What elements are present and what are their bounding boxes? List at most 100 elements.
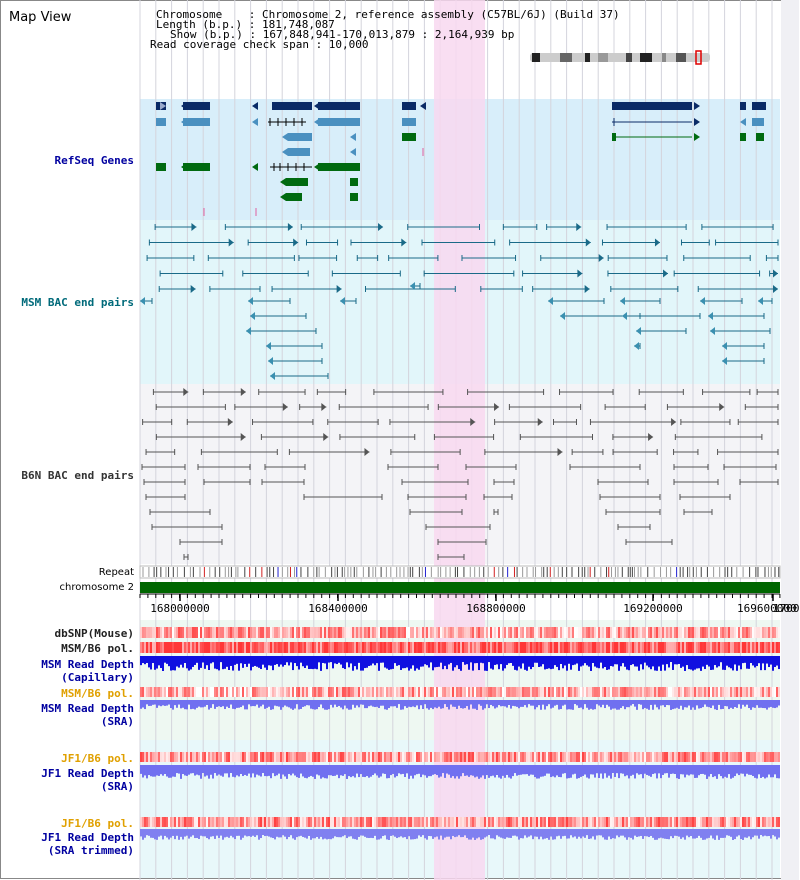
heat-cell — [402, 817, 404, 827]
heat-cell — [754, 752, 756, 762]
heat-cell — [520, 627, 522, 638]
heat-cell — [644, 817, 646, 827]
depth-bar — [170, 656, 172, 671]
depth-bar — [608, 656, 610, 670]
heat-cell — [244, 687, 246, 697]
depth-bar — [606, 656, 608, 670]
heat-cell — [644, 627, 646, 638]
track-label-msm-bac[interactable]: MSM BAC end pairs — [21, 296, 134, 309]
heat-cell — [414, 752, 416, 762]
depth-bar — [462, 765, 464, 774]
depth-bar — [778, 765, 780, 779]
heat-cell — [328, 817, 330, 827]
depth-bar — [660, 700, 662, 706]
heat-cell — [184, 642, 186, 653]
track-label-jf1-read-depth-trimmed[interactable]: JF1 Read Depth — [41, 831, 134, 844]
depth-bar — [318, 656, 320, 663]
heat-cell — [456, 642, 458, 653]
heat-cell — [566, 687, 568, 697]
depth-bar — [290, 700, 292, 709]
depth-bar — [320, 656, 322, 671]
track-label-msm-b6-pol-2[interactable]: MSM/B6 pol. — [61, 687, 134, 700]
heat-cell — [606, 627, 608, 638]
heat-cell — [262, 627, 264, 638]
heat-cell — [160, 752, 162, 762]
depth-bar — [704, 700, 706, 705]
track-label-jf1-b6-pol-1[interactable]: JF1/B6 pol. — [61, 752, 134, 765]
heat-cell — [498, 627, 500, 638]
depth-bar — [388, 765, 390, 779]
depth-bar — [386, 700, 388, 710]
depth-bar — [586, 829, 588, 836]
depth-bar — [762, 656, 764, 664]
track-label-chromosome[interactable]: chromosome 2 — [59, 582, 134, 593]
heat-cell — [748, 752, 750, 762]
track-label-repeat[interactable]: Repeat — [98, 567, 134, 578]
heat-cell — [386, 642, 388, 653]
depth-bar — [364, 829, 366, 837]
heat-cell — [602, 627, 604, 638]
depth-bar — [628, 656, 630, 671]
heat-cell — [586, 687, 588, 697]
depth-bar — [160, 829, 162, 836]
track-label-b6n-bac[interactable]: B6N BAC end pairs — [21, 469, 134, 482]
depth-bar — [146, 765, 148, 779]
track-label-jf1-b6-pol-2[interactable]: JF1/B6 pol. — [61, 817, 134, 830]
depth-bar — [436, 765, 438, 776]
depth-bar — [724, 829, 726, 838]
heat-cell — [658, 627, 660, 638]
heat-cell — [146, 642, 148, 653]
depth-bar — [260, 656, 262, 670]
depth-bar — [510, 700, 512, 709]
heat-cell — [514, 752, 516, 762]
depth-bar — [202, 700, 204, 708]
heat-cell — [758, 817, 760, 827]
depth-bar — [198, 829, 200, 840]
heat-cell — [726, 687, 728, 697]
heat-cell — [668, 627, 670, 638]
heat-cell — [722, 642, 724, 653]
heat-cell — [476, 752, 478, 762]
heat-cell — [534, 642, 536, 653]
depth-bar — [334, 700, 336, 705]
highlight-region — [434, 0, 485, 880]
heat-cell — [490, 687, 492, 697]
heat-cell — [736, 817, 738, 827]
track-label-dbsnp[interactable]: dbSNP(Mouse) — [54, 627, 134, 640]
depth-bar — [430, 656, 432, 663]
depth-bar — [318, 700, 320, 708]
depth-bar — [666, 829, 668, 840]
depth-bar — [196, 656, 198, 663]
heat-cell — [212, 627, 214, 638]
depth-bar — [222, 765, 224, 777]
heat-cell — [316, 687, 318, 697]
heat-cell — [628, 687, 630, 697]
track-label-msm-read-depth-sra[interactable]: MSM Read Depth — [41, 702, 134, 715]
track-label-jf1-read-depth-sra[interactable]: JF1 Read Depth — [41, 767, 134, 780]
depth-bar — [574, 765, 576, 774]
heat-cell — [776, 752, 778, 762]
gene-block — [183, 102, 210, 110]
depth-bar — [430, 829, 432, 837]
heat-cell — [740, 752, 742, 762]
track-label-msm-b6-pol-1[interactable]: MSM/B6 pol. — [61, 642, 134, 655]
heat-cell — [746, 627, 748, 638]
depth-bar — [652, 700, 654, 710]
track-label-msm-read-depth-capillary[interactable]: MSM Read Depth — [41, 658, 134, 671]
heat-cell — [388, 627, 390, 638]
depth-bar — [648, 765, 650, 776]
depth-bar — [516, 829, 518, 837]
heat-cell — [268, 642, 270, 653]
depth-bar — [262, 700, 264, 705]
track-label-refseq-genes[interactable]: RefSeq Genes — [54, 154, 134, 167]
depth-bar — [272, 700, 274, 710]
heat-cell — [496, 752, 498, 762]
heat-cell — [552, 752, 554, 762]
heat-cell — [670, 752, 672, 762]
depth-bar — [224, 656, 226, 669]
heat-cell — [408, 642, 410, 653]
heat-cell — [320, 817, 322, 827]
bac-end-marker — [773, 269, 778, 278]
heat-cell — [146, 687, 148, 697]
